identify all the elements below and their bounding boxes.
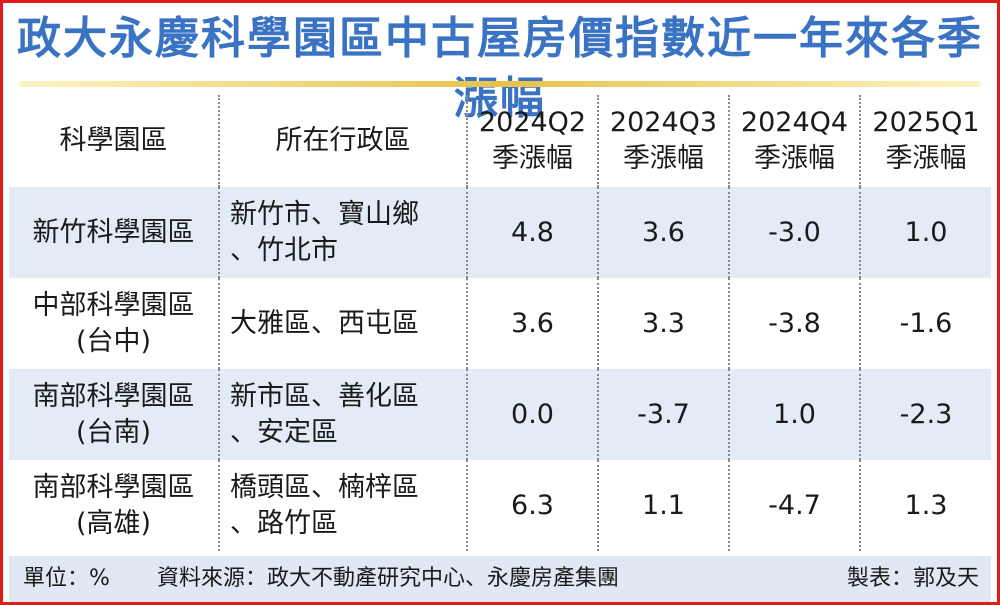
district-cell: 大雅區、西屯區 [218, 278, 467, 369]
park-name: 南部科學園區 [32, 380, 195, 412]
header-2024q4: 2024Q4 季漲幅 [728, 95, 860, 187]
value-2025q1: 1.0 [859, 187, 991, 278]
header-park: 科學園區 [9, 95, 219, 187]
table-row: 新竹科學園區 新竹市、寶山鄉 、竹北市 4.8 3.6 -3.0 1.0 [9, 187, 991, 278]
table-row: 中部科學園區 (台中) 大雅區、西屯區 3.6 3.3 -3.8 -1.6 [9, 278, 991, 369]
value-2024q4: -3.0 [728, 187, 860, 278]
park-name: 新竹科學園區 [32, 216, 195, 248]
header-district-label: 所在行政區 [275, 125, 411, 156]
park-city: (台南) [75, 416, 152, 448]
park-name: 南部科學園區 [32, 471, 195, 503]
district-cell: 新市區、善化區 、安定區 [218, 369, 467, 460]
header-2024q3-period: 2024Q3 [609, 107, 718, 138]
maker-credit: 製表：郭及天 [846, 566, 979, 591]
value-2024q4: -3.8 [728, 278, 860, 369]
header-2024q2-period: 2024Q2 [478, 107, 587, 138]
header-2024q2-label: 季漲幅 [492, 143, 573, 174]
park-city: (高雄) [75, 507, 152, 539]
value-2024q2: 4.8 [466, 187, 598, 278]
value-2025q1: -1.6 [859, 278, 991, 369]
value-2024q3: 1.1 [597, 460, 729, 551]
table-header-row: 科學園區 所在行政區 2024Q2 季漲幅 2024Q3 季漲幅 2024Q4 季漲幅… [9, 95, 991, 187]
value-2025q1: 1.3 [859, 460, 991, 551]
header-2024q4-label: 季漲幅 [754, 143, 835, 174]
district-line: 、安定區 [230, 416, 338, 448]
district-line: 新市區、善化區 [230, 380, 419, 412]
header-2024q3-label: 季漲幅 [623, 143, 704, 174]
district-line: 大雅區、西屯區 [230, 307, 419, 339]
value-2024q3: 3.3 [597, 278, 729, 369]
value-2024q4: 1.0 [728, 369, 860, 460]
park-name: 中部科學園區 [32, 289, 195, 321]
header-2025q1: 2025Q1 季漲幅 [859, 95, 991, 187]
district-line: 橋頭區、楠梓區 [230, 471, 419, 503]
footer-bar: 單位：% 資料來源：政大不動產研究中心、永慶房產集團 製表：郭及天 [9, 556, 991, 602]
price-index-table: 科學園區 所在行政區 2024Q2 季漲幅 2024Q3 季漲幅 2024Q4 季漲幅… [9, 95, 991, 551]
source-note: 資料來源：政大不動產研究中心、永慶房產集團 [157, 566, 620, 591]
value-2024q3: -3.7 [597, 369, 729, 460]
district-line: 、路竹區 [230, 507, 338, 539]
header-park-label: 科學園區 [59, 125, 168, 156]
district-cell: 新竹市、寶山鄉 、竹北市 [218, 187, 467, 278]
value-2024q4: -4.7 [728, 460, 860, 551]
district-line: 、竹北市 [230, 234, 338, 266]
header-2024q3: 2024Q3 季漲幅 [597, 95, 729, 187]
value-2024q2: 0.0 [466, 369, 598, 460]
table-row: 南部科學園區 (台南) 新市區、善化區 、安定區 0.0 -3.7 1.0 -2.3 [9, 369, 991, 460]
district-line: 新竹市、寶山鄉 [230, 198, 419, 230]
district-cell: 橋頭區、楠梓區 、路竹區 [218, 460, 467, 551]
value-2024q2: 6.3 [466, 460, 598, 551]
value-2024q3: 3.6 [597, 187, 729, 278]
park-cell: 中部科學園區 (台中) [9, 278, 219, 369]
header-2024q2: 2024Q2 季漲幅 [466, 95, 598, 187]
table-row: 南部科學園區 (高雄) 橋頭區、楠梓區 、路竹區 6.3 1.1 -4.7 1.3 [9, 460, 991, 551]
park-cell: 新竹科學園區 [9, 187, 219, 278]
header-2024q4-period: 2024Q4 [740, 107, 849, 138]
header-2025q1-period: 2025Q1 [872, 107, 980, 138]
unit-note: 單位：% [23, 566, 110, 591]
header-2025q1-label: 季漲幅 [885, 143, 967, 174]
value-2025q1: -2.3 [859, 369, 991, 460]
value-2024q2: 3.6 [466, 278, 598, 369]
header-district: 所在行政區 [218, 95, 467, 187]
park-city: (台中) [75, 325, 152, 357]
park-cell: 南部科學園區 (高雄) [9, 460, 219, 551]
title-underline [19, 81, 981, 87]
park-cell: 南部科學園區 (台南) [9, 369, 219, 460]
